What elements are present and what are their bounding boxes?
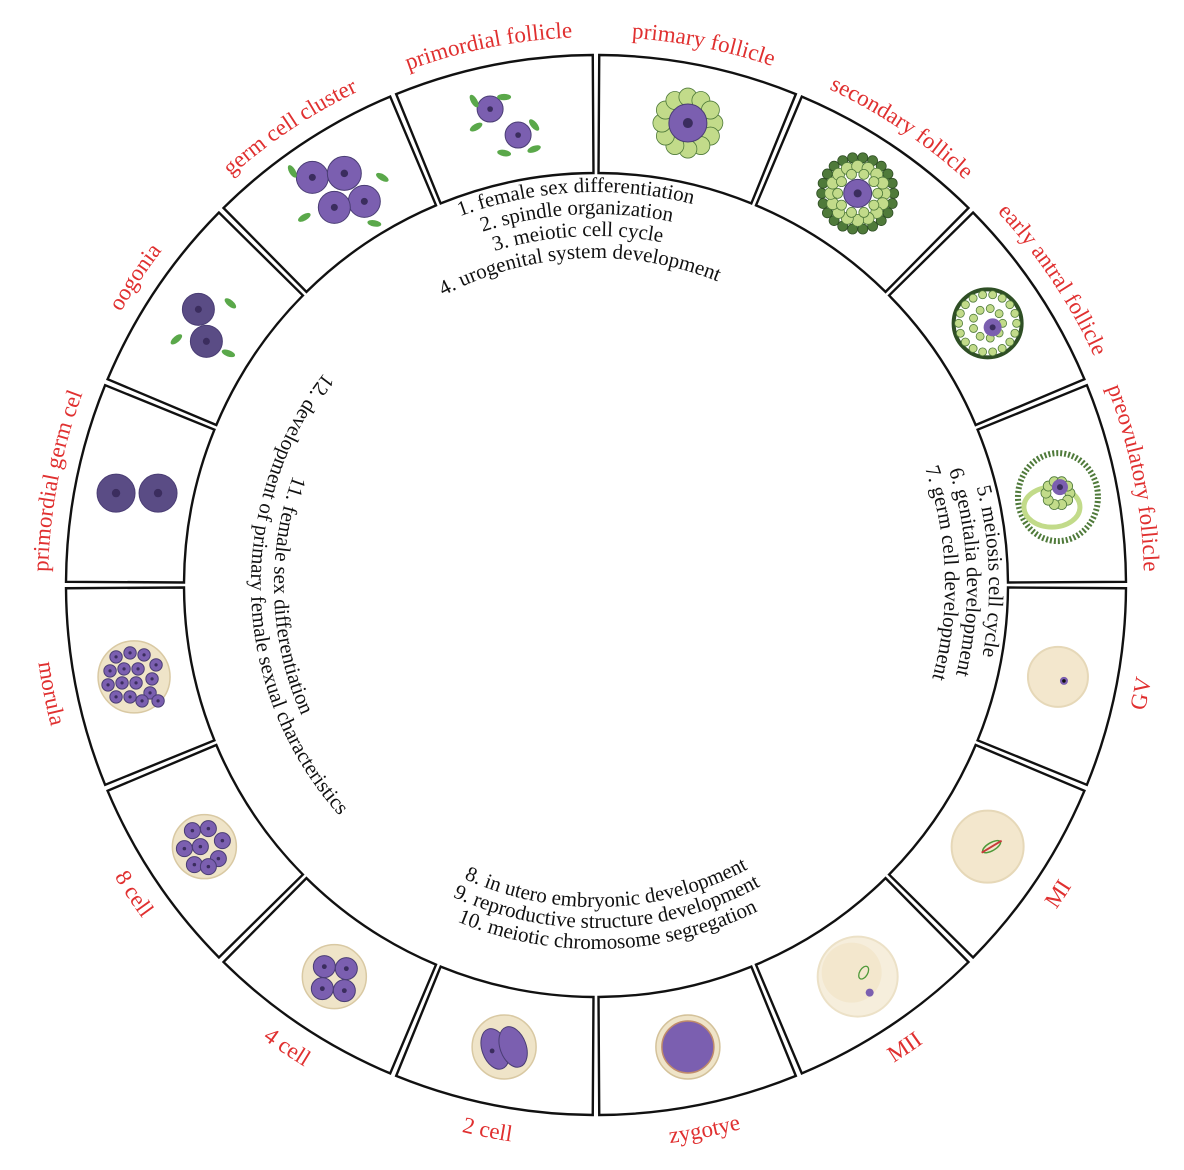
primordial-germ-cell-icon bbox=[96, 473, 178, 513]
go-term-line: 4. urogenital system development bbox=[435, 239, 725, 300]
stage-segment bbox=[221, 876, 438, 1075]
secondary-follicle-icon bbox=[816, 152, 900, 235]
stage-segment bbox=[394, 53, 595, 205]
stage-segment bbox=[754, 876, 971, 1075]
stage-segment bbox=[64, 586, 216, 787]
stage-segment bbox=[597, 965, 798, 1117]
go-term-line: 12. development of primary female sexual… bbox=[246, 370, 354, 819]
two-cell-embryo-icon bbox=[471, 1014, 537, 1080]
four-cell-embryo-icon bbox=[301, 943, 368, 1010]
stage-label: MII bbox=[883, 1027, 926, 1068]
preovulatory-follicle-icon bbox=[1014, 450, 1101, 545]
stage-segment bbox=[976, 586, 1128, 787]
stage-label: GV bbox=[1125, 675, 1156, 713]
eight-cell-embryo-icon bbox=[171, 813, 238, 880]
stage-segment bbox=[976, 383, 1128, 584]
stage-segment bbox=[597, 53, 798, 205]
stage-label: MI bbox=[1040, 875, 1076, 912]
stage-label: 2 cell bbox=[460, 1112, 514, 1146]
stage-label: morula bbox=[33, 660, 70, 728]
primary-follicle-icon bbox=[652, 87, 724, 159]
morula-icon bbox=[97, 640, 171, 714]
stage-segment bbox=[394, 965, 595, 1117]
stage-label: zygotye bbox=[667, 1110, 742, 1149]
mi-oocyte-icon bbox=[950, 809, 1025, 884]
stage-segment bbox=[106, 743, 305, 960]
zygote-icon bbox=[655, 1014, 721, 1080]
gv-oocyte-icon bbox=[1026, 645, 1089, 708]
stage-segment bbox=[754, 95, 971, 294]
stage-segment bbox=[221, 95, 438, 294]
stage-segment bbox=[887, 210, 1086, 427]
stage-segment bbox=[64, 383, 216, 584]
mii-oocyte-icon bbox=[816, 935, 899, 1018]
germ-cell-cluster-icon bbox=[287, 155, 389, 227]
stage-segment bbox=[887, 743, 1086, 960]
stage-box bbox=[394, 53, 595, 205]
primordial-follicle-icon bbox=[469, 93, 541, 157]
stage-segment bbox=[106, 210, 305, 427]
oogonia-icon bbox=[170, 292, 237, 358]
stage-box bbox=[64, 383, 216, 584]
early-antral-follicle-icon bbox=[951, 287, 1024, 360]
stage-segments bbox=[64, 53, 1128, 1117]
